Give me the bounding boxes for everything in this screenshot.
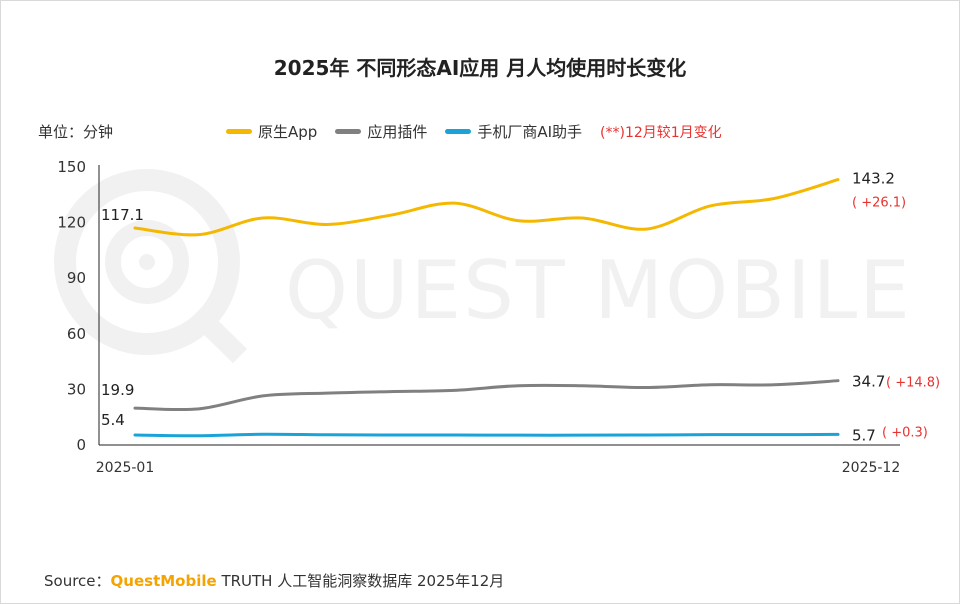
change-label: ( +26.1)	[852, 196, 906, 211]
x-tick-label: 2025-01	[96, 460, 155, 476]
legend: 原生App 应用插件 手机厂商AI助手 (**)12月较1月变化	[226, 121, 722, 142]
legend-item-plugin: 应用插件	[335, 121, 427, 142]
change-label: ( +14.8)	[886, 376, 940, 391]
data-label-start: 5.4	[101, 411, 125, 429]
series-line-3	[133, 432, 840, 438]
legend-note: (**)12月较1月变化	[600, 124, 722, 141]
y-tick-label: 90	[67, 269, 86, 287]
change-label: ( +0.3)	[882, 425, 928, 440]
legend-swatch	[226, 129, 252, 134]
source-line: Source：QuestMobile TRUTH 人工智能洞察数据库 2025年…	[44, 570, 504, 591]
data-label-start: 117.1	[101, 206, 144, 224]
legend-swatch	[445, 129, 472, 134]
y-tick-label: 0	[76, 436, 86, 454]
legend-item-native-app: 原生App	[226, 121, 317, 142]
source-rest: TRUTH 人工智能洞察数据库 2025年12月	[216, 572, 505, 590]
y-tick-label: 30	[67, 380, 86, 398]
legend-item-phone-assistant: 手机厂商AI助手	[445, 121, 582, 142]
chart-title: 2025年 不同形态AI应用 月人均使用时长变化	[273, 56, 687, 80]
x-tick-label: 2025-12	[842, 460, 901, 476]
unit-label: 单位：分钟	[38, 123, 114, 141]
data-label-start: 19.9	[101, 381, 134, 399]
series-line-2	[133, 379, 840, 412]
legend-label: 应用插件	[367, 123, 428, 141]
data-label-end: 5.7	[852, 426, 876, 444]
data-label-end: 143.2	[852, 170, 895, 188]
data-label-end: 34.7	[852, 373, 885, 391]
legend-swatch	[335, 129, 362, 134]
source-brand: QuestMobile	[110, 572, 217, 590]
y-tick-label: 60	[67, 325, 86, 343]
legend-label: 手机厂商AI助手	[477, 123, 583, 141]
y-tick-label: 150	[57, 158, 86, 176]
series-line-1	[133, 178, 840, 237]
y-tick-label: 120	[57, 214, 86, 232]
legend-label: 原生App	[258, 123, 318, 141]
source-prefix: Source：	[44, 572, 111, 590]
